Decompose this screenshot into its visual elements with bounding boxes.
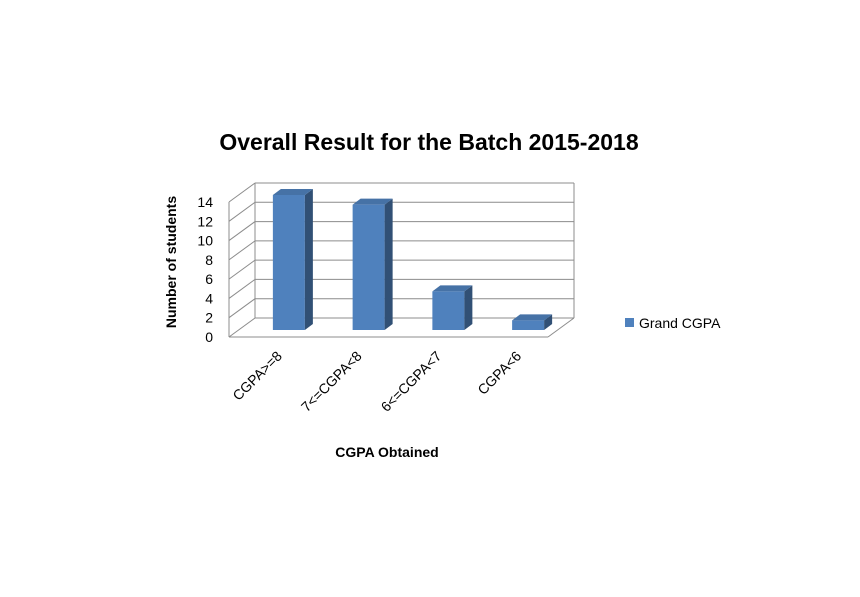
grid-line-side — [228, 221, 256, 241]
y-tick-label: 6 — [205, 271, 213, 287]
legend: Grand CGPA — [625, 315, 721, 331]
legend-label: Grand CGPA — [639, 315, 721, 331]
grid-line-side — [228, 298, 256, 319]
legend-swatch — [625, 318, 634, 327]
y-tick-label: 14 — [197, 194, 213, 210]
bar-top — [352, 198, 393, 205]
bar-top — [432, 285, 473, 292]
bar-front — [512, 320, 545, 330]
bar-side — [544, 314, 553, 330]
grid-line-side — [228, 201, 256, 222]
grid-line-side — [228, 259, 256, 280]
y-axis-title: Number of students — [163, 196, 179, 328]
x-axis-title: CGPA Obtained — [335, 444, 438, 460]
y-tick-label: 2 — [205, 310, 213, 326]
grid-line-side — [228, 182, 256, 203]
x-category-label: 7<=CGPA<8 — [298, 348, 365, 415]
y-tick-label: 0 — [205, 329, 213, 345]
x-category-label: 6<=CGPA<7 — [377, 348, 444, 415]
bar — [272, 189, 313, 330]
grid-line-side — [228, 240, 256, 261]
chart-title: Overall Result for the Batch 2015-2018 — [219, 129, 638, 155]
y-axis-ticks: 0 2 4 6 8 10 12 14 — [197, 194, 213, 345]
y-tick-label: 8 — [205, 252, 213, 268]
floor-right-edge — [547, 317, 575, 338]
x-category-label: CGPA<6 — [474, 348, 524, 398]
bar-front — [272, 195, 305, 330]
bar-front — [432, 291, 465, 330]
bar-side — [384, 198, 393, 330]
bar — [352, 198, 393, 330]
bar — [432, 285, 473, 330]
y-tick-label: 12 — [197, 213, 213, 229]
bar-top — [272, 189, 313, 195]
grid-line-side — [228, 279, 256, 299]
bar — [512, 314, 553, 330]
y-tick-label: 4 — [205, 290, 213, 306]
bar-side — [304, 189, 313, 330]
grid-line-side — [228, 317, 256, 338]
bars — [272, 189, 553, 330]
bar-top — [512, 314, 553, 321]
bar-side — [464, 285, 473, 330]
x-axis-categories: CGPA>=8 7<=CGPA<8 6<=CGPA<7 CGPA<6 — [229, 348, 524, 415]
y-tick-label: 10 — [197, 233, 213, 249]
bar-front — [352, 204, 385, 330]
x-category-label: CGPA>=8 — [229, 348, 285, 404]
